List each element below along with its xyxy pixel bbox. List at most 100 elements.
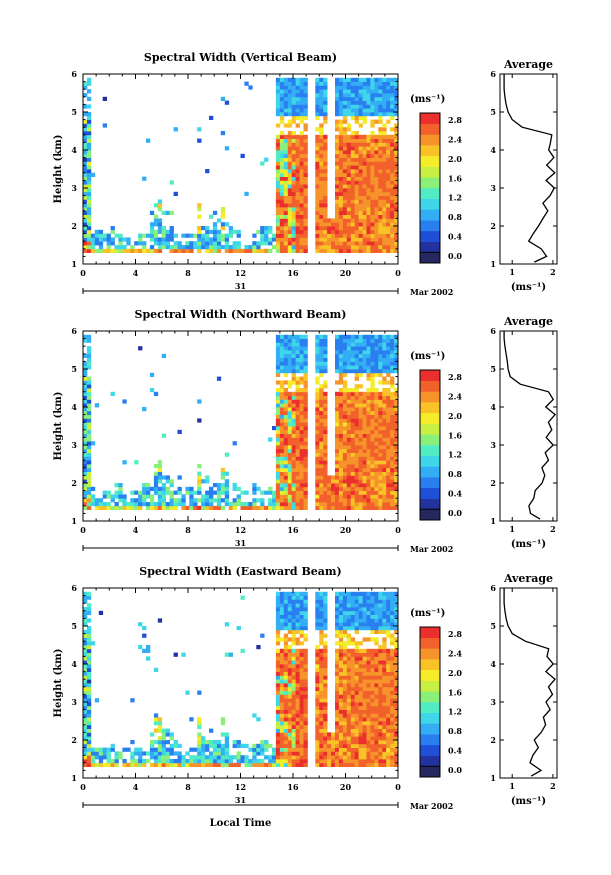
heatmap-cell — [394, 490, 399, 495]
heatmap-cell — [342, 622, 348, 627]
heatmap-cell — [287, 664, 293, 669]
heatmap-cell — [189, 759, 194, 764]
colorbar-segment — [420, 252, 440, 264]
heatmap-cell — [185, 233, 190, 238]
heatmap-cell — [138, 498, 143, 503]
heatmap-cell — [382, 683, 387, 688]
heatmap-cell — [260, 233, 265, 238]
heatmap-cell — [86, 334, 92, 339]
heatmap-cell — [394, 648, 399, 653]
heatmap-cell — [374, 683, 379, 688]
heatmap-cell — [303, 153, 308, 158]
heatmap-cell — [110, 759, 115, 764]
heatmap-cell — [283, 728, 289, 733]
heatmap-cell — [358, 342, 363, 347]
heatmap-cell — [275, 241, 281, 246]
heatmap-cell — [268, 248, 273, 253]
heatmap-cell — [338, 690, 344, 695]
heatmap-cell — [295, 618, 300, 623]
heatmap-cell — [354, 403, 359, 408]
heatmap-cell — [362, 422, 367, 427]
heatmap-cell — [338, 123, 344, 128]
heatmap-cell — [228, 229, 233, 234]
heatmap-cell — [291, 176, 296, 181]
colorbar-segment — [420, 498, 440, 510]
heatmap-cell — [319, 448, 324, 453]
heatmap-cell — [366, 96, 371, 101]
heatmap-cell — [275, 433, 281, 438]
heatmap-cell — [394, 214, 399, 219]
heatmap-cell — [275, 108, 281, 113]
heatmap-cell — [275, 391, 281, 396]
heatmap-cell — [319, 607, 324, 612]
heatmap-cell — [287, 365, 293, 370]
heatmap-cell — [338, 248, 344, 253]
heatmap-cell — [299, 437, 304, 442]
heatmap-cell — [374, 142, 379, 147]
heatmap-cell — [228, 759, 233, 764]
heatmap-cell — [366, 388, 371, 393]
heatmap-cell — [299, 176, 304, 181]
colorbar-tick-label: 0.0 — [448, 508, 462, 518]
heatmap-cell — [279, 452, 285, 457]
heatmap-cell — [370, 751, 375, 756]
heatmap-cell — [244, 245, 249, 250]
heatmap-cell — [386, 618, 391, 623]
heatmap-cell — [197, 690, 202, 695]
heatmap-cell — [291, 426, 296, 431]
heatmap-cell — [303, 414, 308, 419]
heatmap-cell — [118, 248, 123, 253]
heatmap-cell — [279, 169, 285, 174]
heatmap-cell — [291, 675, 296, 680]
heatmap-cell — [390, 494, 395, 499]
heatmap-cell — [390, 210, 395, 215]
heatmap-cell — [201, 505, 206, 510]
heatmap-cell — [299, 210, 304, 215]
heatmap-cell — [98, 751, 104, 756]
heatmap-cell — [189, 233, 194, 238]
heatmap-cell — [362, 448, 367, 453]
heatmap-cell — [358, 365, 363, 370]
heatmap-cell — [181, 245, 186, 250]
heatmap-cell — [287, 671, 293, 676]
heatmap-cell — [346, 683, 352, 688]
heatmap-cell — [319, 184, 324, 189]
average-y-tick-label: 6 — [490, 69, 496, 79]
heatmap-cell — [146, 486, 151, 491]
heatmap-cell — [390, 188, 395, 193]
heatmap-cell — [283, 157, 289, 162]
heatmap-cell — [83, 479, 88, 484]
heatmap-cell — [378, 127, 383, 132]
heatmap-cell — [287, 652, 293, 657]
heatmap-cell — [350, 342, 356, 347]
heatmap-cell — [283, 391, 289, 396]
heatmap-cell — [283, 471, 289, 476]
heatmap-cell — [390, 456, 395, 461]
heatmap-cell — [287, 226, 293, 231]
heatmap-cell — [323, 357, 328, 362]
heatmap-cell — [394, 414, 399, 419]
heatmap-cell — [362, 399, 367, 404]
heatmap-cell — [362, 112, 367, 117]
heatmap-cell — [394, 369, 399, 374]
heatmap-cell — [346, 724, 352, 729]
x-tick-label: 8 — [185, 268, 191, 278]
heatmap-cell — [354, 494, 359, 499]
heatmap-cell — [382, 89, 387, 94]
heatmap-cell — [346, 690, 352, 695]
heatmap-cell — [331, 740, 336, 745]
heatmap-cell — [394, 77, 399, 82]
heatmap-cell — [374, 108, 379, 113]
heatmap-cell — [346, 391, 352, 396]
heatmap-cell — [335, 399, 340, 404]
heatmap-cell — [319, 138, 324, 143]
heatmap-cell — [346, 648, 352, 653]
heatmap-cell — [279, 399, 285, 404]
heatmap-cell — [86, 218, 92, 223]
y-tick-label: 1 — [71, 516, 77, 526]
heatmap-cell — [303, 410, 308, 415]
heatmap-cell — [342, 180, 348, 185]
heatmap-cell — [283, 486, 289, 491]
heatmap-cell — [279, 433, 285, 438]
